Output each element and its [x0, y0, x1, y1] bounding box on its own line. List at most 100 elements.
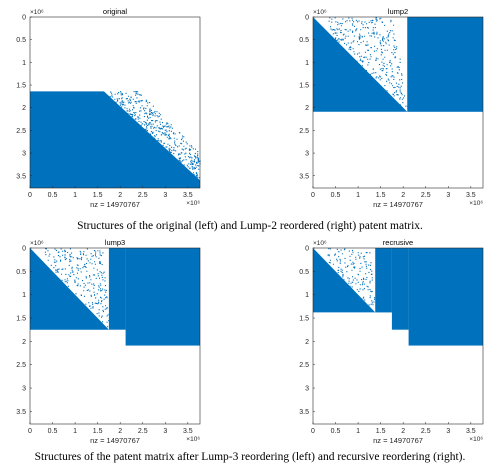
x-tick-label: 2.5	[138, 192, 148, 199]
x-tick-label: 3	[163, 428, 167, 435]
y-tick-label: 3	[305, 151, 309, 158]
spy-plot-recrusive: 0 0.5 1 1.5 2 2.5 3 3.500.511.522.533.5×10⁶×10⁶…	[299, 238, 483, 445]
nonzero-block	[125, 248, 200, 346]
y-tick-label: 2.5	[299, 362, 309, 369]
nonzero-block	[108, 248, 126, 330]
y-tick-label: 1	[305, 292, 309, 299]
y-tick-label: 2	[22, 339, 26, 346]
x-exponent-label: ×10⁶	[186, 200, 200, 207]
y-tick-label: 3	[22, 386, 26, 393]
y-tick-label: 1.5	[16, 316, 26, 323]
x-tick-label: 2.5	[421, 192, 431, 199]
spy-plot-original: 0 0.5 1 1.5 2 2.5 3 3.500.511.522.533.5×10⁶×10⁶…	[16, 7, 201, 209]
spy-plot-lump3: 0 0.5 1 1.5 2 2.5 3 3.500.511.522.533.5×10⁶×10⁶…	[16, 238, 200, 445]
y-tick-label: 1.5	[299, 83, 309, 90]
x-exponent-label: ×10⁶	[469, 200, 483, 207]
x-tick-label: 1	[356, 192, 360, 199]
y-exponent-label: ×10⁶	[313, 240, 327, 247]
axes-box	[312, 16, 484, 189]
plot-title: lump2	[388, 7, 408, 16]
y-tick-label: 0.5	[16, 37, 26, 44]
x-tick-label: 1	[73, 192, 77, 199]
x-tick-label: 1.5	[93, 428, 103, 435]
y-tick-label: 1.5	[299, 316, 309, 323]
x-tick-label: 2	[401, 428, 405, 435]
y-tick-label: 0	[22, 246, 26, 253]
y-tick-label: 3	[305, 386, 309, 393]
y-tick-label: 0.5	[299, 269, 309, 276]
nonzero-block	[407, 17, 483, 112]
nonzero-block	[375, 248, 392, 313]
x-tick-label: 0.5	[331, 192, 341, 199]
x-tick-label: 2.5	[138, 428, 148, 435]
x-tick-label: 3.5	[183, 428, 193, 435]
y-tick-label: 1.5	[16, 83, 26, 90]
x-tick-label: 3	[446, 428, 450, 435]
plot-title: lump3	[105, 238, 125, 247]
caption-top: Structures of the original (left) and Lu…	[77, 220, 423, 232]
y-tick-label: 2	[305, 339, 309, 346]
y-tick-label: 3.5	[299, 409, 309, 416]
x-tick-label: 0.5	[331, 428, 341, 435]
spy-plot-lump2: 0 0.5 1 1.5 2 2.5 3 3.500.511.522.533.5×10⁶×10⁶…	[299, 7, 483, 209]
x-tick-label: 3.5	[183, 192, 193, 199]
plot-title: original	[103, 7, 128, 16]
y-tick-label: 2	[305, 105, 309, 112]
x-axis-label: nz = 14970767	[90, 200, 140, 209]
x-tick-label: 0	[28, 428, 32, 435]
x-tick-label: 1	[356, 428, 360, 435]
plot-title: recrusive	[383, 238, 413, 247]
x-tick-label: 1.5	[93, 192, 103, 199]
axes-box	[312, 247, 484, 425]
y-tick-label: 1	[22, 292, 26, 299]
y-tick-label: 0	[305, 246, 309, 253]
x-axis-label: nz = 14970767	[373, 436, 423, 445]
y-exponent-label: ×10⁶	[313, 9, 327, 16]
y-tick-label: 0	[22, 15, 26, 22]
nonzero-scatter	[328, 17, 409, 107]
x-tick-label: 3.5	[466, 428, 476, 435]
y-tick-label: 3	[22, 151, 26, 158]
axes-box	[29, 247, 201, 425]
nonzero-scatter	[44, 248, 110, 328]
y-tick-label: 2	[22, 105, 26, 112]
nonzero-block	[30, 91, 200, 188]
y-tick-label: 3.5	[299, 173, 309, 180]
y-exponent-label: ×10⁶	[30, 240, 44, 247]
x-tick-label: 0.5	[48, 192, 58, 199]
x-exponent-label: ×10⁶	[186, 436, 200, 443]
x-tick-label: 0.5	[48, 428, 58, 435]
x-tick-label: 2	[118, 192, 122, 199]
x-tick-label: 3	[446, 192, 450, 199]
y-tick-label: 1	[22, 60, 26, 67]
nonzero-block	[30, 248, 109, 330]
x-tick-label: 0	[311, 192, 315, 199]
caption-bottom: Structures of the patent matrix after Lu…	[34, 451, 466, 463]
y-tick-label: 3.5	[16, 409, 26, 416]
y-tick-label: 3.5	[16, 173, 26, 180]
x-tick-label: 0	[311, 428, 315, 435]
axes-box	[29, 16, 201, 189]
x-exponent-label: ×10⁶	[469, 436, 483, 443]
x-tick-label: 3.5	[466, 192, 476, 199]
y-tick-label: 2.5	[16, 362, 26, 369]
x-tick-label: 1.5	[376, 192, 386, 199]
x-axis-label: nz = 14970767	[373, 200, 423, 209]
y-tick-label: 2.5	[299, 128, 309, 135]
x-tick-label: 2.5	[421, 428, 431, 435]
x-tick-label: 1	[73, 428, 77, 435]
y-exponent-label: ×10⁶	[30, 9, 44, 16]
y-tick-label: 0	[305, 15, 309, 22]
x-tick-label: 3	[163, 192, 167, 199]
x-tick-label: 2	[118, 428, 122, 435]
nonzero-block	[408, 248, 483, 346]
x-axis-label: nz = 14970767	[90, 436, 140, 445]
x-tick-label: 1.5	[376, 428, 386, 435]
y-tick-label: 0.5	[16, 269, 26, 276]
x-tick-label: 0	[28, 192, 32, 199]
x-tick-label: 2	[401, 192, 405, 199]
y-tick-label: 1	[305, 60, 309, 67]
y-tick-label: 2.5	[16, 128, 26, 135]
